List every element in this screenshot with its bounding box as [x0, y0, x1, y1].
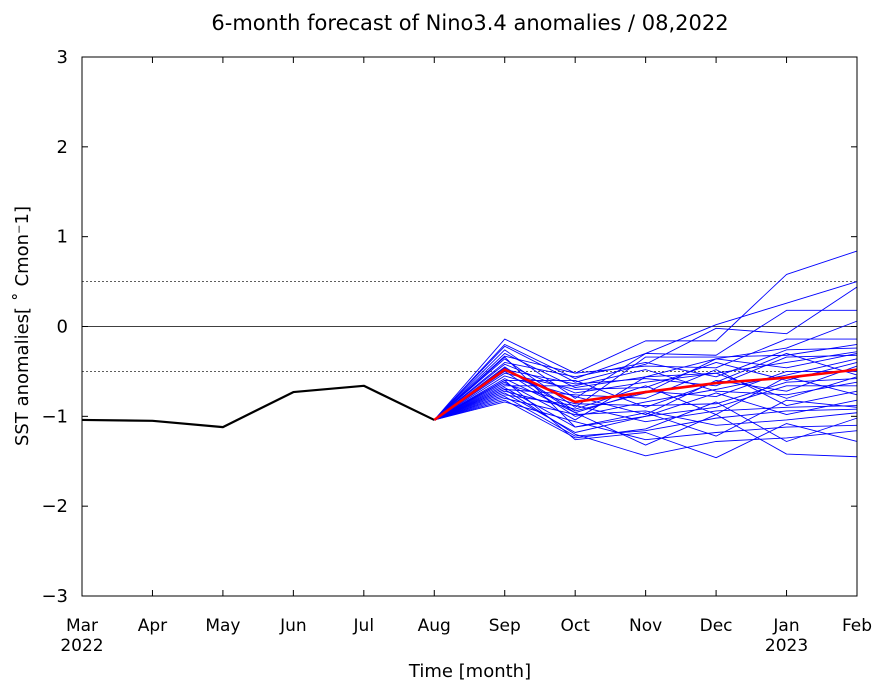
y-tick-label: 3	[57, 47, 68, 68]
ensemble-line-14	[434, 365, 858, 421]
x-year-label: 2023	[765, 636, 808, 656]
ensemble-line-24	[434, 394, 858, 423]
y-axis-ticks: −3 −2 −1 0 1 2 3	[41, 47, 857, 607]
y-tick-label: −1	[41, 406, 68, 427]
x-tick-label: Apr	[138, 616, 167, 636]
x-tick-label: Jan	[772, 616, 799, 636]
y-tick-label: 0	[57, 317, 68, 338]
observed-line	[81, 384, 435, 429]
ensemble-line-17	[434, 372, 858, 421]
observed-series	[81, 384, 435, 429]
ensemble-line-7	[433, 344, 858, 421]
x-tick-label: Jul	[353, 616, 375, 636]
x-tick-label: Oct	[560, 616, 590, 636]
ensemble-line-13	[434, 361, 858, 421]
ensemble-line-9	[433, 351, 858, 421]
ensemble-member-lines	[433, 250, 858, 459]
ensemble-mean-line	[433, 368, 858, 421]
y-tick-label: −2	[41, 496, 68, 517]
x-tick-label: Dec	[700, 616, 733, 636]
y-tick-label: 1	[57, 227, 68, 248]
y-tick-label: 2	[57, 137, 68, 158]
ensemble-line-18	[434, 378, 858, 421]
x-axis-label: Time [month]	[408, 661, 531, 682]
x-tick-label: Aug	[418, 616, 451, 636]
ensemble-line-19	[434, 369, 858, 421]
y-axis-label: SST anomalies[ ˚ Cmon⁻1]	[12, 206, 33, 446]
ensemble-line-12	[434, 358, 858, 421]
x-tick-label: Mar	[66, 616, 98, 636]
ensemble-line-8	[433, 347, 858, 421]
y-tick-label: −3	[41, 586, 68, 607]
ensemble-line-4	[433, 309, 857, 421]
ensemble-line-28	[434, 401, 858, 441]
ensemble-line-32	[433, 356, 858, 437]
ensemble-line-6	[433, 338, 857, 421]
x-tick-label: Jun	[279, 616, 307, 636]
x-tick-label: Nov	[629, 616, 662, 636]
x-tick-label: Sep	[489, 616, 521, 636]
ensemble-line-31	[434, 367, 858, 458]
ensemble-line-29	[434, 388, 858, 457]
ensemble-line-25	[434, 396, 858, 437]
ensemble-line-3	[433, 286, 858, 421]
x-tick-label: May	[205, 616, 240, 636]
ensemble-line-26	[434, 397, 858, 426]
ensemble-line-30	[434, 379, 858, 459]
ensemble-line-23	[434, 392, 858, 433]
ensemble-line-1	[433, 250, 858, 421]
x-year-label: 2022	[60, 636, 103, 656]
x-tick-label: Feb	[842, 616, 872, 636]
chart-title: 6-month forecast of Nino3.4 anomalies / …	[211, 11, 728, 35]
ensemble-line-27	[434, 399, 858, 442]
ensemble-mean-series	[433, 368, 858, 421]
x-axis-ticks: Mar Apr May Jun Jul Aug Sep Oct Nov Dec Jan Feb 2022…	[60, 57, 872, 656]
